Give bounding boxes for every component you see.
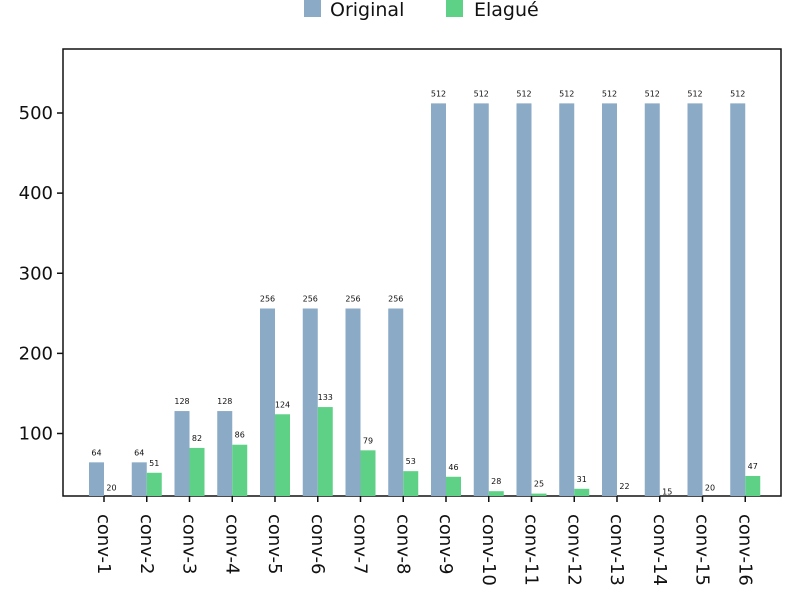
data-label: 64 <box>91 448 101 457</box>
data-label: 256 <box>345 295 360 304</box>
data-label: 512 <box>730 89 745 98</box>
data-label: 64 <box>134 448 144 457</box>
bar-original-conv-10 <box>473 103 489 496</box>
legend-swatch-0 <box>304 0 321 17</box>
bar-elague-conv-6 <box>317 407 333 496</box>
data-label: 256 <box>388 295 403 304</box>
x-tick-label: conv-10 <box>478 514 499 586</box>
data-label: 512 <box>645 89 660 98</box>
bar-original-conv-14 <box>644 103 660 496</box>
data-label: 25 <box>534 480 544 489</box>
y-tick-label: 200 <box>19 343 53 364</box>
x-tick-label: conv-12 <box>563 514 584 586</box>
y-tick-label: 400 <box>19 183 53 204</box>
x-tick-label: conv-3 <box>179 514 200 574</box>
data-label: 28 <box>491 477 501 486</box>
legend-label-1: Elagué <box>474 0 539 21</box>
x-tick-label: conv-11 <box>521 514 542 586</box>
data-label: 20 <box>705 484 715 493</box>
y-axis: 100 200 300 400 500 <box>19 103 63 445</box>
data-label: 20 <box>106 484 116 493</box>
bar-original-conv-7 <box>345 308 361 496</box>
data-label: 124 <box>275 400 290 409</box>
bar-original-conv-13 <box>602 103 617 496</box>
bar-elague-conv-8 <box>403 471 419 496</box>
y-tick-label: 300 <box>19 263 53 284</box>
bar-elague-conv-12 <box>574 488 590 496</box>
data-label: 256 <box>303 295 318 304</box>
bar-original-conv-11 <box>516 103 532 496</box>
bar-elague-conv-11 <box>531 493 547 496</box>
y-tick-label: 500 <box>19 103 53 124</box>
x-tick-label: conv-9 <box>435 514 456 574</box>
data-label: 128 <box>217 397 232 406</box>
x-tick-label: conv-16 <box>734 514 755 586</box>
data-label: 512 <box>602 89 617 98</box>
data-label: 86 <box>235 431 245 440</box>
x-tick-label: conv-1 <box>93 514 114 574</box>
data-label: 79 <box>363 436 373 445</box>
data-label: 133 <box>318 393 333 402</box>
bar-elague-conv-4 <box>232 444 248 496</box>
data-label: 512 <box>687 89 702 98</box>
bar-elague-conv-5 <box>275 414 290 496</box>
bar-original-conv-1 <box>89 462 104 496</box>
x-tick-label: conv-8 <box>392 514 413 574</box>
bar-original-conv-12 <box>559 103 575 496</box>
x-tick-label: conv-14 <box>649 514 670 586</box>
x-tick-label: conv-13 <box>606 514 627 586</box>
data-label: 47 <box>748 462 758 471</box>
data-label: 512 <box>516 89 531 98</box>
data-label: 53 <box>406 457 416 466</box>
x-axis: conv-1 conv-2 conv-3 conv-4 conv-5 conv-6 conv… <box>93 496 755 586</box>
bar-elague-conv-7 <box>360 450 376 496</box>
bar-original-conv-3 <box>174 411 190 496</box>
y-tick-label: 100 <box>19 424 53 445</box>
data-label: 256 <box>260 295 275 304</box>
bar-original-conv-2 <box>131 462 147 496</box>
data-label: 512 <box>431 89 446 98</box>
bar-elague-conv-3 <box>189 447 205 496</box>
bar-elague-conv-10 <box>488 491 504 496</box>
legend-swatch-1 <box>446 0 463 17</box>
x-tick-label: conv-7 <box>350 514 371 574</box>
plot-frame <box>62 48 782 497</box>
bar-original-conv-9 <box>431 103 446 496</box>
bar-elague-conv-2 <box>146 472 162 496</box>
data-label: 46 <box>448 463 458 472</box>
x-tick-label: conv-4 <box>221 514 242 574</box>
data-label: 22 <box>619 482 629 491</box>
data-label: 82 <box>192 434 202 443</box>
data-label: 512 <box>474 89 489 98</box>
bar-original-conv-16 <box>730 103 746 496</box>
data-label: 512 <box>559 89 574 98</box>
data-label: 31 <box>577 475 587 484</box>
data-label: 51 <box>149 459 159 468</box>
bar-original-conv-6 <box>302 308 318 496</box>
legend-label-0: Original <box>330 0 404 21</box>
data-label: 15 <box>662 488 672 497</box>
data-label: 128 <box>174 397 189 406</box>
bar-elague-conv-16 <box>745 475 761 496</box>
legend: Original Elagué <box>304 0 539 21</box>
x-tick-label: conv-15 <box>692 514 713 586</box>
bar-original-conv-5 <box>260 308 275 496</box>
x-tick-label: conv-2 <box>136 514 157 574</box>
x-tick-label: conv-5 <box>264 514 285 574</box>
bar-original-conv-8 <box>388 308 404 496</box>
bars: 64 20 64 51 128 82 128 86 256 124 256 133 256 79 256 53… <box>89 89 761 497</box>
bar-original-conv-15 <box>687 103 703 496</box>
bar-original-conv-4 <box>217 411 233 496</box>
bar-elague-conv-9 <box>446 476 461 496</box>
x-tick-label: conv-6 <box>307 514 328 574</box>
